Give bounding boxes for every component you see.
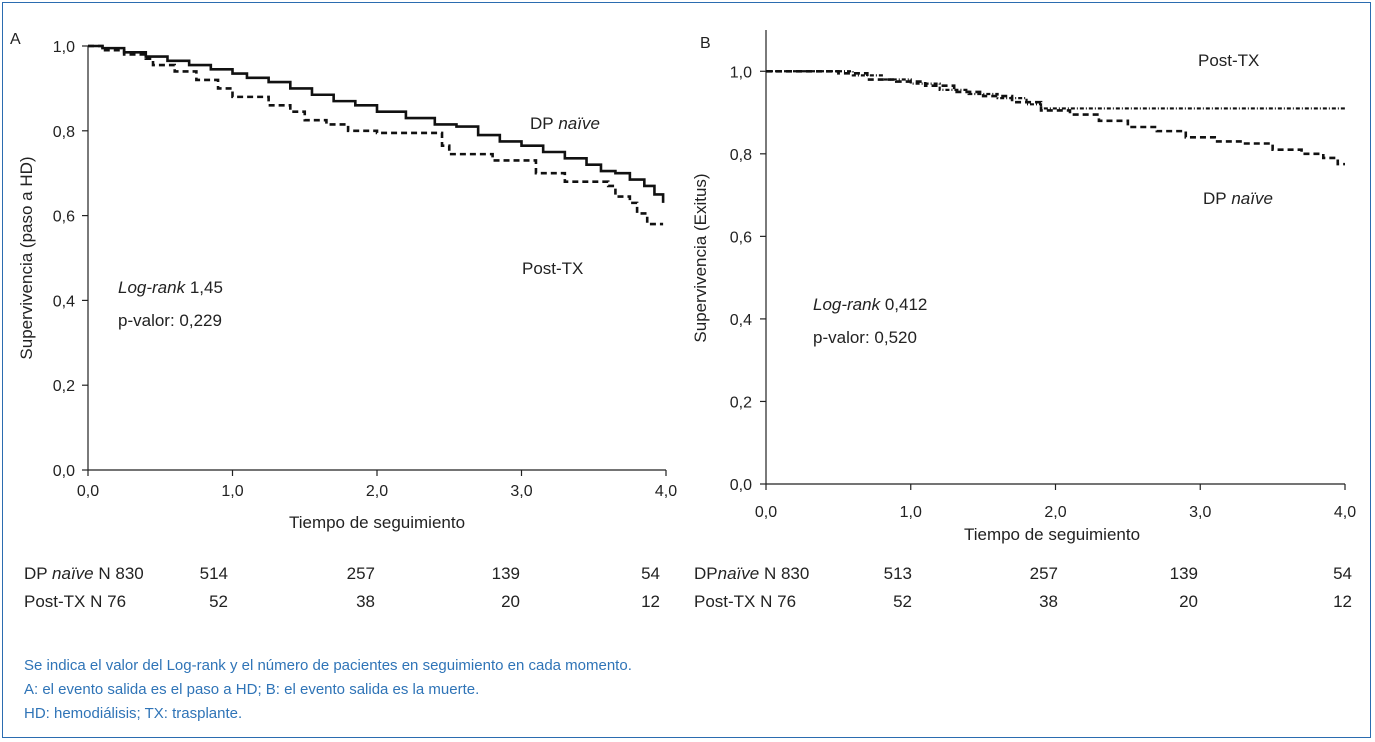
at-risk-row-label: DP naïve N 830	[24, 564, 144, 583]
series-line-2	[766, 69, 1345, 166]
y-tick-label: 0,4	[730, 312, 752, 329]
x-tick-label: 4,0	[1334, 504, 1356, 521]
y-tick-label: 0,8	[53, 124, 75, 141]
series-label-part: DP	[1203, 189, 1227, 208]
y-tick-label: 0,4	[53, 293, 75, 310]
x-tick-label: 3,0	[510, 483, 532, 500]
at-risk-label-part: naïve	[52, 564, 94, 583]
at-risk-row-label: Post-TX N 76	[24, 592, 126, 611]
y-tick-label: 0,8	[730, 147, 752, 164]
at-risk-label-part: N 830	[94, 564, 144, 583]
logrank-value: 0,412	[880, 295, 927, 314]
footnote-2: A: el evento salida es el paso a HD; B: …	[24, 681, 480, 698]
panel-letter: B	[700, 35, 711, 52]
logrank-label: Log-rank	[118, 278, 187, 297]
x-tick-label: 2,0	[1044, 504, 1066, 521]
at-risk-value: 52	[209, 592, 228, 611]
panel-a: A 0,0 1,0 2,0 3,0 4,0 0,0 0,2 0,4 0,6 0,8 1,0 Tiempo…	[10, 31, 677, 611]
at-risk-value: 20	[501, 592, 520, 611]
series-label-1: DP naïve	[530, 114, 600, 133]
x-tick-label: 0,0	[77, 483, 99, 500]
at-risk-value: 52	[893, 592, 912, 611]
y-axis-title: Supervivencia (paso a HD)	[17, 156, 36, 359]
at-risk-value: 513	[884, 564, 912, 583]
x-tick-label: 3,0	[1189, 504, 1211, 521]
at-risk-value: 257	[347, 564, 375, 583]
series-line-2	[88, 44, 664, 226]
y-tick-label: 0,2	[53, 378, 75, 395]
at-risk-value: 514	[200, 564, 228, 583]
logrank-label: Log-rank	[813, 295, 882, 314]
logrank-stat: Log-rank 1,45	[118, 278, 223, 297]
x-tick-label: 2,0	[366, 483, 388, 500]
x-axis-title: Tiempo de seguimiento	[289, 513, 465, 532]
y-tick-label: 0,0	[730, 477, 752, 494]
panel-b: B 0,0 1,0 2,0 3,0 4,0 0,0 0,2 0,4 0,6 0,8 1,0 Tiempo…	[691, 30, 1356, 611]
y-axis-title: Supervivencia (Exitus)	[691, 173, 710, 342]
at-risk-value: 12	[641, 592, 660, 611]
series-label-part: naïve	[1227, 189, 1273, 208]
at-risk-row-label: Post-TX N 76	[694, 592, 796, 611]
at-risk-label-part: DP	[694, 564, 718, 583]
at-risk-label-part: N 830	[759, 564, 809, 583]
series-label-2: DP naïve	[1203, 189, 1273, 208]
at-risk-value: 12	[1333, 592, 1352, 611]
at-risk-value: 257	[1030, 564, 1058, 583]
at-risk-value: 38	[356, 592, 375, 611]
at-risk-value: 139	[1170, 564, 1198, 583]
x-axis-title: Tiempo de seguimiento	[964, 525, 1140, 544]
pvalue-stat: p-valor: 0,229	[118, 311, 222, 330]
footnote-1: Se indica el valor del Log-rank y el núm…	[24, 657, 632, 674]
at-risk-row-label: DPnaïve N 830	[694, 564, 809, 583]
at-risk-label-part: Post-TX N 76	[694, 592, 796, 611]
series-label-1: Post-TX	[1198, 51, 1259, 70]
y-tick-label: 1,0	[730, 64, 752, 81]
pvalue-stat: p-valor: 0,520	[813, 328, 917, 347]
series-line-1	[766, 70, 1345, 110]
y-tick-label: 0,2	[730, 394, 752, 411]
y-tick-label: 0,0	[53, 463, 75, 480]
x-tick-label: 4,0	[655, 483, 677, 500]
series-line-1	[88, 44, 665, 203]
series-label-2: Post-TX	[522, 259, 583, 278]
series-label-part: Post-TX	[1198, 51, 1259, 70]
footnotes: Se indica el valor del Log-rank y el núm…	[24, 654, 1324, 726]
footnote-3: HD: hemodiálisis; TX: trasplante.	[24, 705, 243, 722]
x-tick-label: 1,0	[900, 504, 922, 521]
panel-letter: A	[10, 31, 21, 48]
at-risk-value: 38	[1039, 592, 1058, 611]
at-risk-label-part: DP	[24, 564, 52, 583]
at-risk-value: 54	[1333, 564, 1352, 583]
x-tick-label: 0,0	[755, 504, 777, 521]
at-risk-value: 54	[641, 564, 660, 583]
at-risk-label-part: Post-TX N 76	[24, 592, 126, 611]
series-label-part: Post-TX	[522, 259, 583, 278]
y-tick-label: 1,0	[53, 39, 75, 56]
series-label-part: DP	[530, 114, 554, 133]
y-tick-label: 0,6	[53, 209, 75, 226]
at-risk-value: 20	[1179, 592, 1198, 611]
series-label-part: naïve	[554, 114, 600, 133]
logrank-value: 1,45	[185, 278, 223, 297]
logrank-stat: Log-rank 0,412	[813, 295, 927, 314]
at-risk-label-part: naïve	[718, 564, 760, 583]
x-tick-label: 1,0	[221, 483, 243, 500]
at-risk-value: 139	[492, 564, 520, 583]
y-tick-label: 0,6	[730, 229, 752, 246]
